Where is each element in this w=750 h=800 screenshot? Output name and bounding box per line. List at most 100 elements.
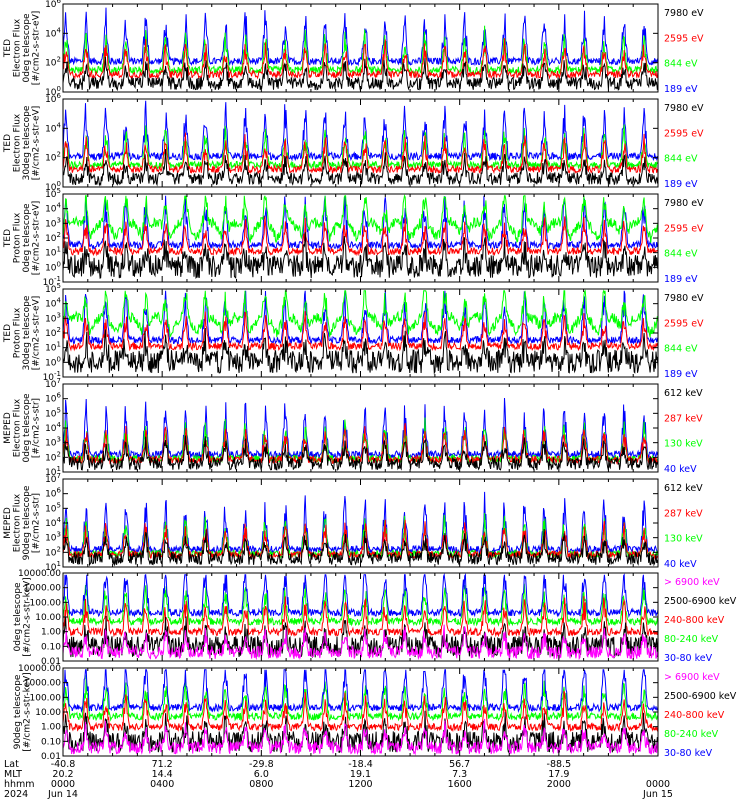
y-axis-label: 0deg telescope <box>13 582 23 652</box>
series-black <box>62 327 659 375</box>
y-axis-label: 0deg telescope <box>22 203 32 273</box>
y-tick-label: 10-1 <box>43 370 61 383</box>
x-row-label: 2024 <box>4 789 28 800</box>
y-axis-label: Proton Flux <box>13 307 23 358</box>
legend-entry: 844 eV <box>664 249 698 260</box>
legend-entry: 240-800 keV <box>664 615 725 626</box>
y-axis-label: [#/cm2-s-str] <box>32 398 42 458</box>
y-tick-label: 102 <box>45 151 61 164</box>
legend-entry: 287 keV <box>664 413 703 424</box>
y-tick-label: 103 <box>45 216 61 229</box>
x-tick-label: 19.1 <box>350 769 371 780</box>
legend-entry: 287 keV <box>664 508 703 519</box>
y-tick-label: 100.00 <box>30 693 62 703</box>
y-tick-label: 1.00 <box>41 628 61 638</box>
y-axis-label: 90deg telescope <box>13 674 23 749</box>
x-tick-label: -88.5 <box>547 759 572 770</box>
y-tick-label: 103 <box>45 311 61 324</box>
y-tick-label: 107 <box>45 472 61 485</box>
legend-entry: 7980 eV <box>664 198 704 209</box>
legend-entry: 2595 eV <box>664 128 704 139</box>
y-tick-label: 103 <box>45 436 61 449</box>
y-axis-label: [#/cm2-s-str] <box>32 493 42 553</box>
y-axis-label: 0deg telescope <box>22 13 32 83</box>
series-red <box>62 690 659 733</box>
y-tick-label: 106 <box>45 392 61 405</box>
y-tick-label: 104 <box>45 516 61 529</box>
y-tick-label: 100 <box>45 85 61 98</box>
y-tick-label: 100.00 <box>30 598 62 608</box>
x-tick-label: 1200 <box>348 779 372 790</box>
y-axis-label: TED <box>3 39 13 58</box>
y-axis-label: MEPED <box>3 507 13 539</box>
y-tick-label: 106 <box>45 92 61 105</box>
panel-8: 0.01 0.10 1.00 10.00 100.00 1000.00 10000.0090… <box>13 664 737 762</box>
legend-entry: 189 eV <box>664 84 698 95</box>
legend-entry: 7980 eV <box>664 293 704 304</box>
y-axis-label: TED <box>3 134 13 153</box>
y-tick-label: 10-1 <box>43 275 61 288</box>
legend-entry: 189 eV <box>664 179 698 190</box>
legend-entry: 80-240 keV <box>664 729 719 740</box>
y-tick-label: 102 <box>45 326 61 339</box>
y-axis-label: [#/cm2-s-str-keV] <box>23 672 33 751</box>
legend-entry: 612 keV <box>664 388 703 399</box>
y-axis-label: TED <box>3 324 13 343</box>
legend-entry: 130 keV <box>664 439 703 450</box>
x-tick-label: Jun 15 <box>642 789 673 800</box>
legend-entry: 2595 eV <box>664 33 704 44</box>
x-tick-label: -18.4 <box>348 759 373 770</box>
series-green <box>62 674 659 722</box>
y-tick-label: 104 <box>45 297 61 310</box>
legend-entry: 189 eV <box>664 369 698 380</box>
panel-1: 100 102 104 106 TED Electron Flux 0deg telesco… <box>3 0 704 98</box>
series-magenta <box>62 624 659 661</box>
y-tick-label: 105 <box>45 406 61 419</box>
series-black <box>62 528 659 567</box>
y-tick-label: 101 <box>45 560 61 573</box>
series-red <box>62 519 658 561</box>
y-tick-label: 105 <box>45 501 61 514</box>
y-axis-label: [#/cm2-s-str-eV] <box>32 201 42 276</box>
y-tick-label: 0.01 <box>41 752 61 762</box>
x-tick-label: 0000 <box>51 779 75 790</box>
x-tick-label: 6.0 <box>254 769 269 780</box>
x-tick-label: 56.7 <box>449 759 470 770</box>
series-blue <box>62 572 659 618</box>
x-tick-label: 2000 <box>547 779 571 790</box>
series-magenta <box>62 718 659 756</box>
y-axis-label: Electron Flux <box>13 398 23 457</box>
y-tick-label: 106 <box>45 487 61 500</box>
y-tick-label: 0.01 <box>41 657 61 667</box>
y-tick-label: 105 <box>45 282 61 295</box>
y-axis-label: 30deg telescope <box>22 105 32 180</box>
x-row-label: Lat <box>4 759 19 770</box>
series-green <box>62 583 659 627</box>
series-green <box>62 194 659 244</box>
x-tick-label: 0400 <box>150 779 174 790</box>
legend-entry: 7980 eV <box>664 8 704 19</box>
y-axis-label: [#/cm2-s-str-eV] <box>32 296 42 371</box>
y-tick-label: 10000.00 <box>18 664 61 674</box>
series-red <box>62 132 659 175</box>
x-tick-label: 17.9 <box>548 769 569 780</box>
y-tick-label: 103 <box>45 531 61 544</box>
y-axis-label: [#/cm2-s-str-keV] <box>23 577 33 656</box>
y-tick-label: 102 <box>45 56 61 69</box>
series-blue <box>62 668 659 714</box>
y-tick-label: 101 <box>45 341 61 354</box>
y-tick-label: 102 <box>45 545 61 558</box>
series-black <box>62 232 659 279</box>
series-blue <box>62 397 659 460</box>
series-red <box>62 311 659 352</box>
legend-entry: 2500-6900 keV <box>664 691 737 702</box>
legend-entry: 40 keV <box>664 559 697 570</box>
y-axis-label: [#/cm2-s-str-eV] <box>32 11 42 86</box>
y-tick-label: 106 <box>45 0 61 10</box>
x-tick-label: -40.8 <box>51 759 76 770</box>
x-row-label: hhmm <box>4 779 35 790</box>
y-tick-label: 10.00 <box>35 613 61 623</box>
